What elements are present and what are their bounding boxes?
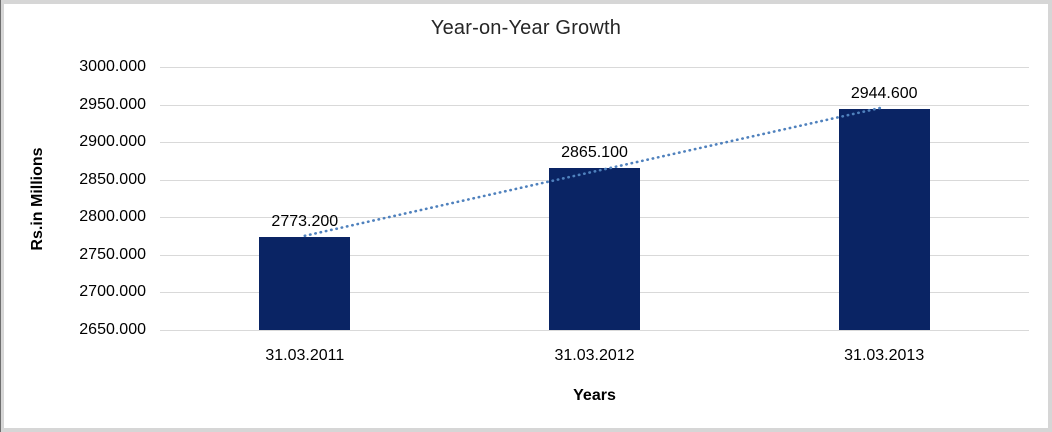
y-tick-label: 2950.000 <box>79 95 146 113</box>
gridline <box>160 67 1029 68</box>
value-label: 2865.100 <box>561 144 628 162</box>
gridline <box>160 330 1029 331</box>
y-axis-title: Rs.in Millions <box>29 147 46 251</box>
bar-31.03.2012 <box>549 168 640 330</box>
value-label: 2773.200 <box>271 213 339 231</box>
gridline <box>160 142 1029 144</box>
x-axis-title: Years <box>573 387 616 404</box>
y-tick-label: 2650.000 <box>79 321 146 338</box>
y-tick-label: 2800.000 <box>79 208 146 226</box>
y-tick-label: 2700.000 <box>79 283 146 301</box>
gridline <box>160 104 1029 106</box>
chart-title: Year-on-Year Growth <box>430 17 622 39</box>
y-tick-label: 2900.000 <box>79 133 146 151</box>
x-category-label: 31.03.2012 <box>554 347 635 364</box>
x-category-label: 31.03.2011 <box>265 347 345 364</box>
bar-31.03.2011 <box>259 237 351 330</box>
x-category-label: 31.03.2013 <box>844 347 925 364</box>
y-tick-label: 2750.000 <box>79 245 146 263</box>
chart-frame-left-edge <box>0 0 1 432</box>
y-tick-label: 3000.000 <box>79 58 146 75</box>
y-tick-label: 2850.000 <box>79 170 146 188</box>
bar-31.03.2013 <box>838 108 930 330</box>
value-label: 2944.600 <box>850 84 918 102</box>
